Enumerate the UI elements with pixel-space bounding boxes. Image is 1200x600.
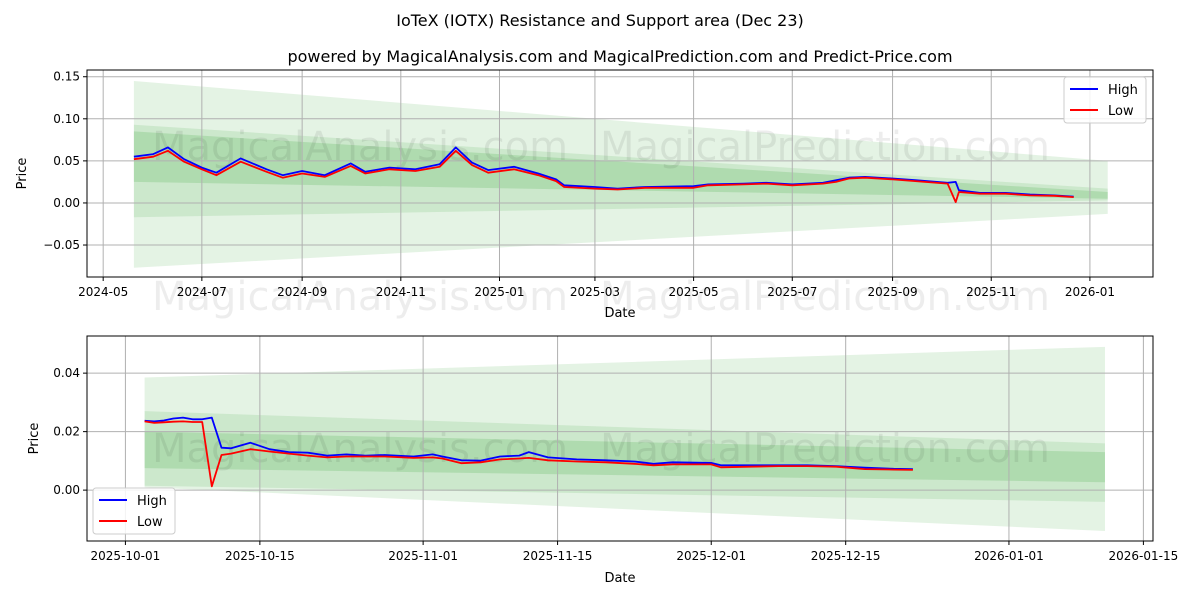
legend-label-low: Low — [137, 515, 163, 530]
x-tick-label: 2025-12-01 — [676, 549, 746, 563]
x-tick-label: 2024-07 — [177, 285, 227, 299]
x-tick-label: 2025-05 — [669, 285, 719, 299]
y-tick-label: 0.15 — [53, 70, 80, 84]
watermark-analysis: MagicalAnalysis.com — [152, 124, 568, 170]
watermark-analysis: MagicalAnalysis.com — [152, 426, 568, 472]
x-tick-label: 2024-05 — [78, 285, 128, 299]
axes-frame — [86, 69, 1154, 278]
x-axis-label: Date — [604, 306, 635, 321]
y-tick-label: −0.05 — [43, 238, 80, 252]
low-series-line — [133, 149, 1074, 204]
axes-frame — [86, 335, 1154, 542]
x-tick-label: 2026-01-01 — [974, 549, 1044, 563]
x-tick-label: 2025-03 — [570, 285, 620, 299]
y-tick-label: 0.05 — [53, 154, 80, 168]
support-resistance-band-1 — [133, 124, 1108, 218]
x-tick-label: 2025-01 — [474, 285, 524, 299]
legend: High Low — [1063, 76, 1147, 124]
legend-label-high: High — [137, 494, 167, 509]
x-tick-label: 2024-11 — [376, 285, 426, 299]
bottom-chart-panel: MagicalAnalysis.com MagicalPrediction.com… — [27, 335, 1179, 586]
x-tick-label: 2026-01-15 — [1109, 549, 1179, 563]
low-series-line — [144, 420, 913, 488]
x-tick-label: 2026-01 — [1065, 285, 1115, 299]
x-tick-label: 2025-11-01 — [388, 549, 458, 563]
support-resistance-band-1 — [144, 411, 1105, 502]
y-tick-label: 0.02 — [53, 425, 80, 439]
y-tick-label: 0.04 — [53, 366, 80, 380]
y-axis-label: Price — [15, 158, 30, 190]
y-axis-label: Price — [27, 423, 42, 455]
legend-label-low: Low — [1108, 104, 1134, 119]
watermark-analysis: MagicalAnalysis.com — [152, 274, 568, 320]
support-resistance-band-2 — [133, 131, 1108, 199]
chart-subtitle: powered by MagicalAnalysis.com and Magic… — [287, 47, 952, 66]
legend: High Low — [92, 487, 176, 535]
x-axis-label: Date — [604, 571, 635, 586]
chart-title: IoTeX (IOTX) Resistance and Support area… — [396, 11, 804, 30]
y-tick-label: 0.10 — [53, 112, 80, 126]
y-tick-label: 0.00 — [53, 483, 80, 497]
x-tick-label: 2025-07 — [767, 285, 817, 299]
legend-label-high: High — [1108, 83, 1138, 98]
x-tick-label: 2025-11-15 — [523, 549, 593, 563]
top-chart-panel: MagicalAnalysis.com MagicalPrediction.com… — [15, 69, 1154, 321]
x-tick-label: 2025-10-15 — [225, 549, 295, 563]
x-tick-label: 2025-09 — [867, 285, 917, 299]
high-series-line — [144, 416, 913, 470]
x-tick-label: 2025-12-15 — [811, 549, 881, 563]
x-tick-label: 2025-10-01 — [91, 549, 161, 563]
x-tick-label: 2025-11 — [966, 285, 1016, 299]
watermark-prediction: MagicalPrediction.com — [600, 274, 1050, 320]
watermark-prediction: MagicalPrediction.com — [600, 124, 1050, 170]
x-tick-label: 2024-09 — [277, 285, 327, 299]
y-tick-label: 0.00 — [53, 196, 80, 210]
support-resistance-band-0 — [144, 346, 1105, 532]
support-resistance-band-0 — [133, 80, 1108, 268]
